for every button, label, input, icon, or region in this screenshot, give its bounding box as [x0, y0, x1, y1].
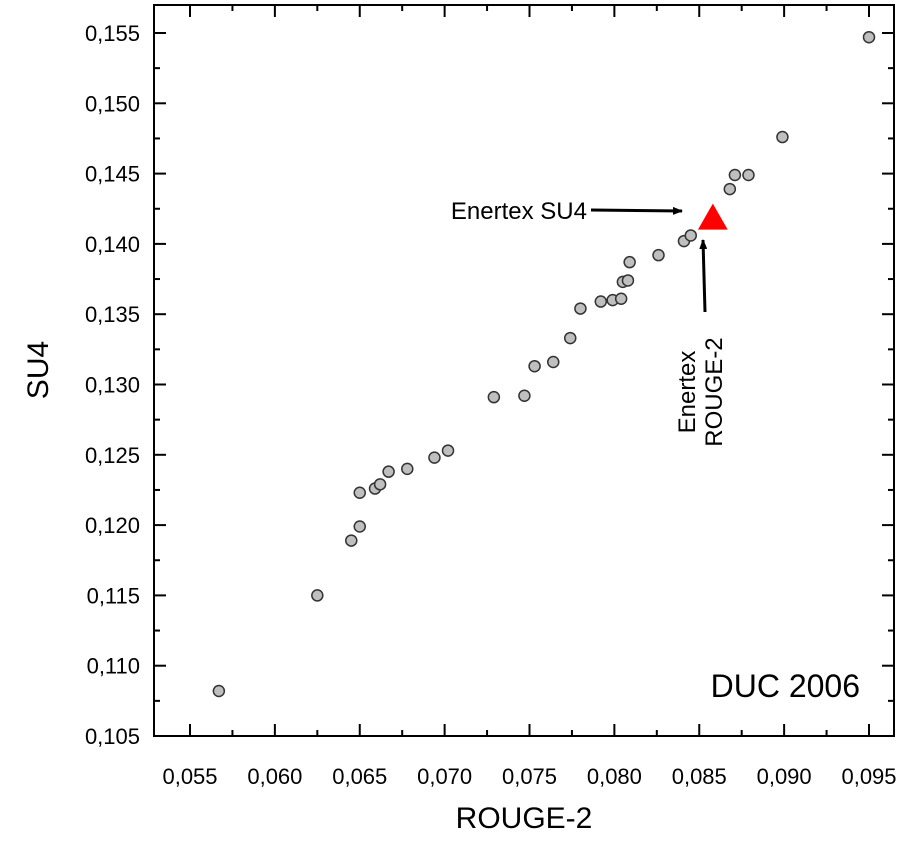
scatter-point — [614, 292, 628, 305]
y-tick-label: 0,105 — [85, 724, 140, 749]
y-tick-label: 0,130 — [85, 373, 140, 398]
scatter-point — [742, 168, 755, 182]
y-tick-label: 0,120 — [85, 513, 140, 538]
inset-label: DUC 2006 — [711, 668, 860, 704]
scatter-point — [212, 684, 226, 698]
plot-frame — [153, 4, 895, 737]
x-tick-label: 0,055 — [162, 764, 217, 789]
scatter-point — [373, 478, 387, 491]
scatter-point — [723, 182, 737, 196]
scatter-point — [528, 359, 541, 373]
axis-ticks: 0,055 0,060 0,065 0,070 0,075 0,080 0,085 0,090… — [85, 5, 897, 789]
scatter-point — [594, 295, 608, 308]
x-tick-label: 0,085 — [672, 764, 727, 789]
x-tick-label: 0,095 — [841, 764, 896, 789]
enertex-triangle-point — [697, 203, 728, 230]
scatter-point — [652, 248, 665, 262]
annotation-enertex-su4-label: Enertex SU4 — [451, 198, 587, 225]
y-tick-label: 0,135 — [85, 302, 140, 327]
x-tick-label: 0,075 — [502, 764, 557, 789]
scatter-point — [401, 462, 414, 476]
scatter-point — [776, 130, 789, 144]
scatter-point — [547, 355, 560, 369]
x-axis-title: ROUGE-2 — [456, 802, 593, 835]
scatter-point — [487, 390, 501, 404]
scatter-point — [862, 30, 876, 44]
y-tick-label: 0,125 — [85, 443, 140, 468]
annotation-enertex-rouge2-line2: ROUGE-2 — [701, 337, 728, 446]
x-tick-label: 0,080 — [587, 764, 642, 789]
annotation-enertex-rouge2-arrow — [699, 239, 708, 313]
x-tick-label: 0,065 — [332, 764, 387, 789]
scatter-point — [623, 255, 636, 269]
scatter-point — [345, 534, 358, 547]
data-points — [212, 30, 876, 698]
scatter-point — [728, 168, 742, 182]
y-tick-label: 0,145 — [85, 162, 140, 187]
scatter-point — [684, 229, 698, 242]
x-tick-label: 0,090 — [757, 764, 812, 789]
x-tick-label: 0,060 — [247, 764, 302, 789]
y-axis-title: SU4 — [22, 341, 55, 399]
scatter-point — [353, 486, 366, 500]
x-tick-label: 0,070 — [417, 764, 472, 789]
scatter-point — [574, 302, 587, 315]
annotation-enertex-su4: Enertex SU4 — [451, 198, 683, 225]
scatter-point — [311, 589, 324, 602]
annotation-enertex-rouge2: Enertex ROUGE-2 — [674, 239, 728, 447]
scatter-point — [428, 451, 441, 464]
y-tick-label: 0,115 — [87, 583, 140, 608]
y-tick-label: 0,155 — [85, 21, 140, 46]
scatter-point — [621, 274, 635, 287]
scatter-point — [353, 520, 366, 533]
y-tick-label: 0,140 — [85, 232, 140, 257]
scatter-point — [518, 389, 531, 402]
y-tick-label: 0,150 — [85, 91, 140, 116]
scatter-point — [441, 444, 455, 457]
y-tick-label: 0,110 — [87, 654, 140, 679]
scatter-point — [563, 331, 577, 345]
annotation-enertex-su4-arrow — [590, 206, 683, 215]
scatter-point — [382, 465, 395, 478]
annotation-enertex-rouge2-line1: Enertex — [674, 351, 701, 434]
